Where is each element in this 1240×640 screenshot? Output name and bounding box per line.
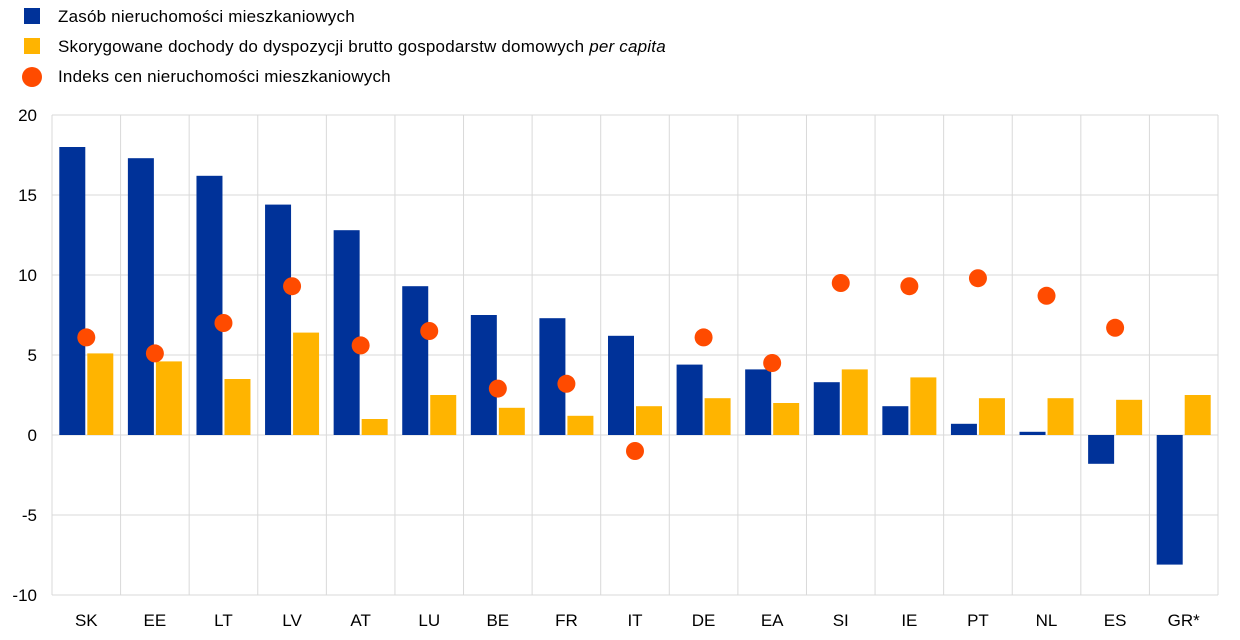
legend-label-stock: Zasób nieruchomości mieszkaniowych [58, 7, 355, 26]
bar-series-1 [882, 406, 909, 435]
bar-series-2 [498, 407, 525, 435]
bar-series-2 [155, 361, 182, 435]
bar-series-1 [608, 335, 634, 435]
bar-series-1 [470, 315, 497, 435]
point-series-3 [968, 269, 987, 288]
x-tick-label: AT [350, 611, 370, 630]
x-tick-label: LU [418, 611, 440, 630]
x-tick-label: PT [967, 611, 989, 630]
bar-series-2 [910, 377, 937, 435]
bar-series-1 [333, 230, 360, 435]
y-tick-label: 0 [28, 426, 37, 445]
legend-label-income: Skorygowane dochody do dyspozycji brutto… [58, 32, 666, 62]
y-axis-tick-labels: 20 15 10 5 0 -5 -10 [12, 106, 37, 605]
bar-series-2 [293, 332, 320, 435]
x-tick-label: SI [833, 611, 849, 630]
bar-series-2 [361, 419, 388, 435]
point-series-3 [626, 442, 644, 460]
bar-series-2 [1047, 398, 1074, 435]
point-series-3 [351, 336, 370, 355]
gridlines [51, 114, 1219, 596]
legend-label-price: Indeks cen nieruchomości mieszkaniowych [58, 67, 391, 86]
bar-series-1 [196, 175, 223, 436]
bar-series-1 [1088, 435, 1115, 464]
point-series-3 [214, 314, 233, 332]
bar-series-1 [1019, 431, 1046, 435]
bar-series-2 [841, 369, 868, 435]
x-axis-tick-labels: SK EE LT LV AT LU BE FR IT DE EA SI IE PT NL ES GR* [75, 611, 1200, 630]
point-series-3 [488, 379, 507, 398]
bar-series-1 [127, 158, 154, 435]
x-tick-label: NL [1036, 611, 1058, 630]
bar-series-2 [430, 395, 457, 435]
point-series-3 [900, 277, 919, 296]
point-series-3 [831, 274, 850, 292]
bar-series-1 [1156, 435, 1183, 565]
y-tick-label: 20 [18, 106, 37, 125]
bar-series-1 [402, 286, 429, 435]
legend-marker-price [22, 67, 42, 87]
point-series-3 [763, 354, 782, 372]
legend-label-income-italic: per capita [589, 37, 666, 56]
bar-series-1 [745, 369, 772, 435]
legend-swatch-stock [24, 8, 40, 24]
point-series-3 [557, 374, 576, 393]
x-tick-label: IE [901, 611, 917, 630]
x-tick-label: ES [1104, 611, 1127, 630]
x-tick-label: FR [555, 611, 578, 630]
x-tick-label: EE [144, 611, 167, 630]
point-series-3 [283, 277, 302, 296]
x-tick-label: IT [627, 611, 642, 630]
x-tick-label: SK [75, 611, 98, 630]
bar-series-2 [224, 379, 251, 435]
bar-series-2 [87, 353, 114, 435]
bar-series-1 [950, 423, 977, 435]
point-series-3 [1037, 286, 1056, 305]
points-series-3 [77, 269, 1125, 460]
bar-series-2 [704, 398, 731, 435]
y-tick-label: 5 [28, 346, 37, 365]
x-tick-label: LT [214, 611, 233, 630]
bars-series-2 [87, 332, 1211, 435]
x-tick-label: BE [486, 611, 509, 630]
y-tick-label: 15 [18, 186, 37, 205]
point-series-3 [420, 322, 439, 340]
bar-series-2 [1116, 399, 1143, 435]
x-tick-label: DE [692, 611, 716, 630]
x-tick-label: EA [761, 611, 784, 630]
bar-series-2 [1184, 395, 1211, 435]
bar-series-1 [813, 382, 840, 435]
bar-series-2 [773, 403, 800, 435]
bar-series-2 [978, 398, 1005, 435]
x-tick-label: LV [282, 611, 302, 630]
point-series-3 [145, 344, 164, 363]
point-series-3 [1106, 318, 1125, 337]
point-series-3 [77, 328, 96, 347]
legend-swatch-income [24, 38, 40, 54]
bar-series-2 [567, 415, 594, 435]
x-tick-label: GR* [1168, 611, 1201, 630]
bar-series-1 [265, 204, 292, 435]
bar-series-1 [59, 147, 86, 435]
bar-series-2 [636, 406, 662, 435]
y-tick-label: -5 [22, 506, 37, 525]
bar-series-1 [676, 364, 703, 435]
bars-series-1 [59, 147, 1183, 565]
y-tick-label: -10 [12, 586, 37, 605]
y-tick-label: 10 [18, 266, 37, 285]
legend-label-income-main: Skorygowane dochody do dyspozycji brutto… [58, 37, 590, 56]
point-series-3 [694, 328, 713, 347]
